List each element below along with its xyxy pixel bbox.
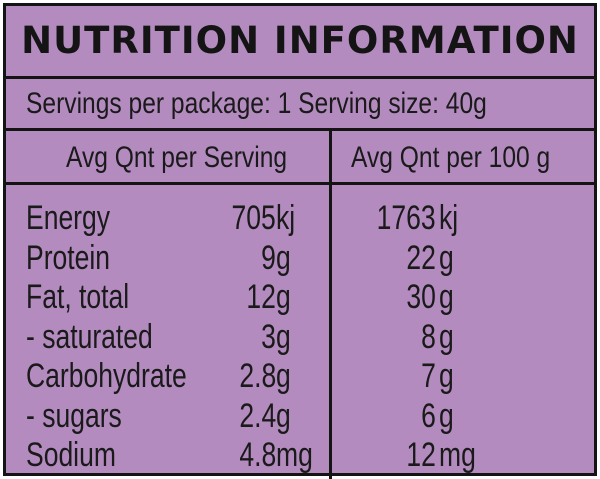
per100-unit: g — [439, 396, 454, 435]
per100-value: 1763 — [377, 199, 436, 237]
header-per-serving: Avg Qnt per Serving — [66, 141, 288, 174]
panel-title: NUTRITION INFORMATION — [21, 19, 579, 62]
serving-unit: kj — [276, 199, 296, 237]
per100-value: 6 — [421, 396, 436, 435]
servings-info: Servings per package: 1 Serving size: 40… — [26, 87, 487, 120]
per100-unit: mg — [439, 436, 476, 474]
per100-value: 12 — [406, 436, 436, 474]
per100-unit: g — [439, 317, 454, 356]
nutrient-row: Sodium 4.8 mg 12 mg — [6, 435, 594, 475]
header-per-100g: Avg Qnt per 100 g — [351, 141, 551, 174]
per100-value: 8 — [421, 317, 436, 356]
per100-value: 22 — [406, 238, 436, 277]
nutrient-row: Protein 9 g 22 g — [6, 238, 594, 278]
nutrient-label: - saturated — [26, 317, 153, 356]
per100-unit: g — [439, 238, 454, 277]
column-divider — [329, 128, 332, 479]
serving-unit: g — [276, 238, 291, 277]
nutrient-row: Carbohydrate 2.8 g 7 g — [6, 356, 594, 396]
serving-unit: g — [276, 357, 291, 395]
serving-value: 4.8 — [239, 436, 276, 474]
per100-value: 7 — [421, 357, 436, 395]
divider-header — [6, 182, 594, 185]
nutrient-row: - sugars 2.4 g 6 g — [6, 396, 594, 436]
nutrition-panel: NUTRITION INFORMATION Servings per packa… — [3, 3, 597, 479]
nutrient-row: - saturated 3 g 8 g — [6, 317, 594, 357]
per100-unit: g — [439, 357, 454, 395]
serving-unit: g — [276, 396, 291, 435]
nutrient-label: Carbohydrate — [26, 357, 187, 395]
serving-value: 12 — [246, 278, 276, 316]
serving-value: 705 — [231, 199, 276, 237]
nutrient-label: Energy — [26, 199, 111, 237]
serving-unit: g — [276, 317, 291, 356]
serving-unit: mg — [276, 436, 313, 474]
divider-servings — [6, 128, 594, 131]
serving-value: 2.4 — [239, 396, 276, 435]
per100-unit: kj — [439, 199, 459, 237]
serving-unit: g — [276, 278, 291, 316]
serving-value: 3 — [261, 317, 276, 356]
per100-value: 30 — [406, 278, 436, 316]
nutrient-row: Energy 705 kj 1763 kj — [6, 198, 594, 238]
serving-value: 9 — [261, 238, 276, 277]
serving-value: 2.8 — [239, 357, 276, 395]
nutrient-label: Protein — [26, 238, 111, 277]
divider-title — [6, 76, 594, 79]
nutrient-label: Fat, total — [26, 278, 130, 316]
nutrient-label: - sugars — [26, 396, 122, 435]
nutrient-label: Sodium — [26, 436, 116, 474]
nutrient-row: Fat, total 12 g 30 g — [6, 277, 594, 317]
per100-unit: g — [439, 278, 454, 316]
